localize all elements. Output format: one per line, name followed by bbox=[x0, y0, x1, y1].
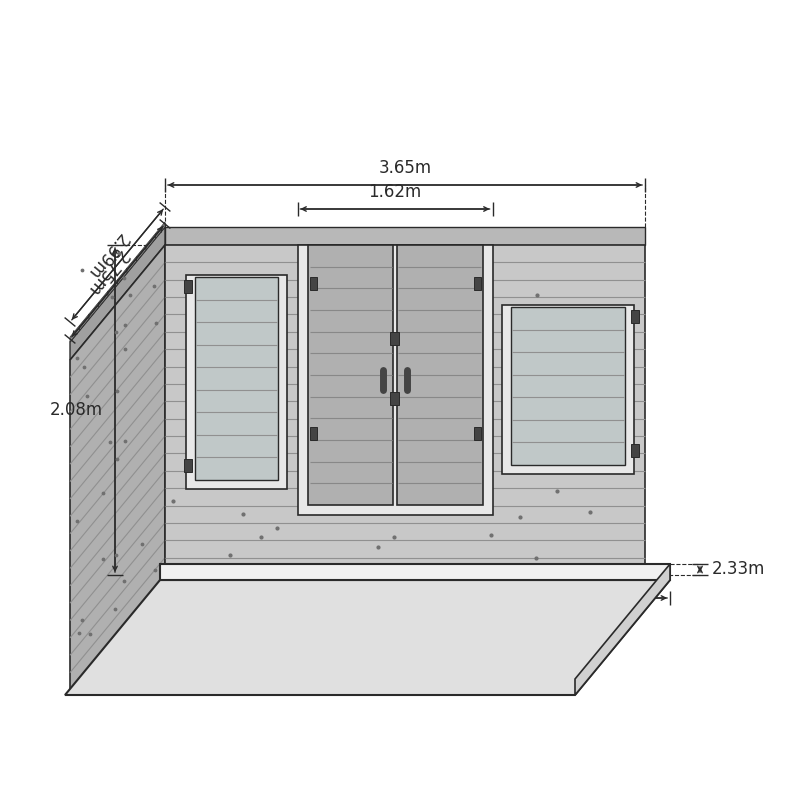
Bar bbox=[390, 392, 399, 405]
Polygon shape bbox=[397, 245, 482, 505]
Point bbox=[255, 530, 268, 543]
Text: 2.99m: 2.99m bbox=[83, 230, 130, 282]
Point bbox=[70, 514, 83, 527]
Polygon shape bbox=[79, 314, 89, 330]
Point bbox=[106, 290, 118, 303]
Point bbox=[70, 352, 83, 365]
Point bbox=[514, 510, 526, 523]
Polygon shape bbox=[118, 268, 127, 285]
Point bbox=[135, 538, 148, 550]
Polygon shape bbox=[195, 277, 278, 480]
Polygon shape bbox=[70, 326, 79, 342]
Text: 2.08m: 2.08m bbox=[50, 401, 103, 419]
Polygon shape bbox=[70, 227, 165, 360]
Point bbox=[110, 385, 123, 398]
Text: 2.33m: 2.33m bbox=[712, 561, 766, 578]
Point bbox=[236, 508, 249, 521]
Bar bbox=[631, 444, 639, 457]
Point bbox=[118, 574, 130, 587]
Bar bbox=[631, 310, 639, 323]
Point bbox=[270, 522, 283, 534]
Point bbox=[110, 452, 123, 465]
Point bbox=[167, 495, 180, 508]
Point bbox=[91, 654, 104, 667]
Polygon shape bbox=[307, 245, 393, 505]
Polygon shape bbox=[165, 227, 645, 245]
Point bbox=[104, 435, 117, 448]
Polygon shape bbox=[186, 275, 286, 489]
Point bbox=[76, 264, 89, 277]
Polygon shape bbox=[165, 245, 645, 575]
Point bbox=[372, 540, 385, 553]
Point bbox=[98, 658, 111, 670]
Point bbox=[124, 288, 137, 301]
Text: 3.89m: 3.89m bbox=[389, 572, 442, 590]
Bar bbox=[184, 459, 192, 472]
Point bbox=[110, 326, 122, 339]
Point bbox=[150, 317, 163, 330]
Text: 1.62m: 1.62m bbox=[368, 183, 422, 201]
Point bbox=[97, 486, 110, 499]
Polygon shape bbox=[108, 279, 118, 296]
Bar bbox=[310, 277, 317, 290]
Point bbox=[81, 390, 94, 403]
Bar bbox=[474, 277, 481, 290]
Text: 3.65m: 3.65m bbox=[378, 159, 431, 177]
Bar bbox=[184, 280, 192, 293]
Polygon shape bbox=[575, 564, 670, 695]
Point bbox=[530, 551, 542, 564]
Point bbox=[147, 280, 160, 293]
Point bbox=[224, 549, 237, 562]
Point bbox=[550, 485, 563, 498]
Polygon shape bbox=[89, 302, 98, 319]
Polygon shape bbox=[510, 307, 625, 465]
Polygon shape bbox=[137, 245, 146, 262]
Point bbox=[78, 361, 90, 374]
Point bbox=[118, 343, 131, 356]
Point bbox=[72, 627, 85, 640]
Point bbox=[83, 627, 96, 640]
Polygon shape bbox=[160, 564, 670, 580]
Bar bbox=[474, 427, 481, 440]
Text: 2.75m: 2.75m bbox=[83, 246, 130, 298]
Polygon shape bbox=[65, 580, 670, 695]
Point bbox=[97, 553, 110, 566]
Point bbox=[387, 531, 400, 544]
Bar bbox=[390, 332, 399, 345]
Bar bbox=[310, 427, 317, 440]
Point bbox=[583, 506, 596, 519]
Polygon shape bbox=[298, 245, 493, 515]
Point bbox=[110, 549, 122, 562]
Point bbox=[484, 528, 497, 541]
Polygon shape bbox=[127, 257, 137, 273]
Polygon shape bbox=[502, 305, 634, 474]
Point bbox=[119, 435, 132, 448]
Point bbox=[148, 563, 161, 576]
Point bbox=[109, 603, 122, 616]
Point bbox=[118, 318, 131, 331]
Polygon shape bbox=[146, 234, 155, 250]
Point bbox=[113, 247, 126, 260]
Point bbox=[117, 271, 130, 284]
Polygon shape bbox=[70, 245, 165, 690]
Point bbox=[76, 614, 89, 626]
Polygon shape bbox=[155, 222, 165, 238]
Point bbox=[530, 289, 543, 302]
Polygon shape bbox=[98, 291, 108, 307]
